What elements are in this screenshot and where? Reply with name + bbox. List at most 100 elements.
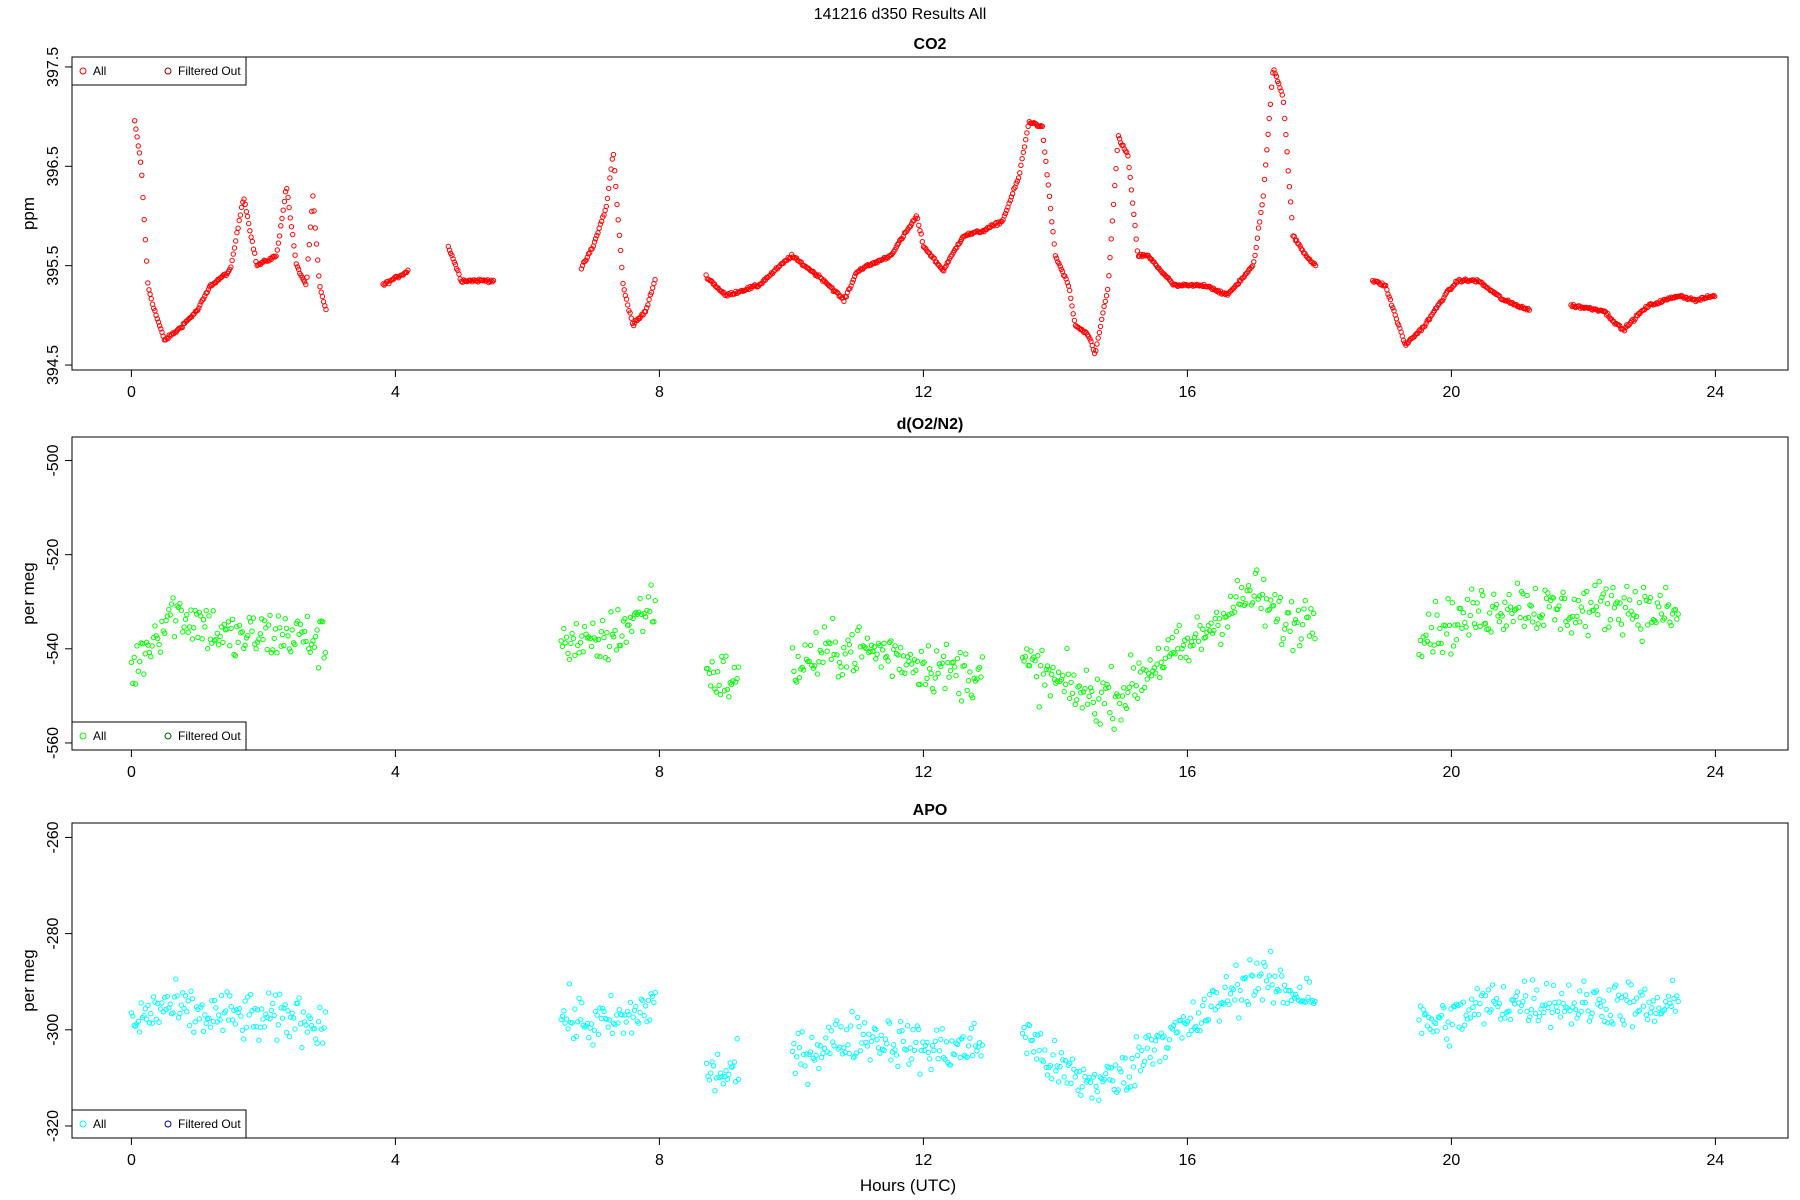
data-point — [1255, 225, 1262, 231]
data-point — [1438, 640, 1444, 647]
data-point — [1674, 993, 1680, 999]
data-point — [947, 667, 954, 674]
data-point — [237, 212, 244, 218]
data-point — [1464, 596, 1471, 603]
data-point — [1422, 323, 1428, 329]
data-point — [232, 653, 239, 659]
data-point — [138, 1000, 144, 1006]
data-point — [720, 1081, 726, 1087]
data-point — [1311, 610, 1317, 616]
data-point — [1089, 1095, 1095, 1101]
data-point — [909, 1056, 915, 1062]
data-point — [597, 221, 604, 227]
data-point — [1428, 1016, 1435, 1022]
data-point — [1150, 1061, 1156, 1067]
data-point — [256, 1037, 262, 1043]
data-point — [1639, 638, 1645, 644]
data-point — [1176, 622, 1182, 629]
data-point — [1021, 144, 1028, 150]
data-point — [719, 1074, 725, 1080]
data-point — [1430, 649, 1436, 655]
data-point — [186, 624, 193, 630]
data-point — [566, 656, 573, 663]
data-point — [647, 608, 653, 615]
data-point — [1125, 153, 1131, 159]
data-point — [1113, 165, 1119, 172]
data-point — [582, 258, 588, 264]
data-point — [1586, 609, 1593, 615]
data-point — [1074, 697, 1080, 703]
data-point — [886, 639, 893, 646]
data-point — [1449, 600, 1456, 606]
y-tick-label: -320 — [45, 1110, 62, 1142]
data-point — [1032, 1031, 1038, 1038]
data-point — [242, 998, 248, 1004]
data-point — [1097, 323, 1104, 330]
data-point — [645, 302, 651, 308]
data-point — [893, 1052, 900, 1058]
data-point — [638, 996, 645, 1002]
data-point — [315, 1019, 322, 1025]
data-point — [851, 273, 858, 280]
data-point — [1510, 618, 1516, 625]
data-point — [1095, 335, 1101, 341]
data-point — [1535, 621, 1541, 627]
data-point — [629, 1030, 635, 1036]
data-point — [1124, 149, 1130, 156]
data-point — [1556, 603, 1562, 609]
data-point — [1110, 716, 1116, 722]
data-points — [128, 948, 1681, 1103]
data-point — [241, 196, 247, 202]
data-point — [588, 1021, 595, 1027]
data-point — [1621, 1021, 1627, 1028]
data-point — [1205, 1017, 1212, 1023]
data-point — [816, 1065, 822, 1072]
data-point — [1297, 643, 1303, 649]
data-point — [1500, 984, 1507, 990]
data-point — [630, 615, 636, 622]
data-point — [1024, 1050, 1030, 1057]
data-point — [848, 649, 854, 655]
data-point — [1134, 248, 1141, 254]
data-point — [1396, 322, 1402, 328]
data-point — [1536, 613, 1543, 620]
data-point — [1642, 986, 1648, 992]
data-point — [888, 1057, 894, 1063]
data-point — [943, 641, 950, 647]
data-point — [1606, 624, 1612, 630]
data-point — [143, 258, 150, 264]
legend-label: Filtered Out — [178, 64, 241, 78]
data-point — [1171, 649, 1177, 656]
data-point — [619, 1012, 625, 1018]
data-point — [272, 254, 278, 260]
data-point — [1663, 584, 1669, 591]
data-point — [1165, 1045, 1171, 1051]
data-point — [958, 698, 965, 704]
data-point — [1390, 305, 1396, 311]
data-point — [572, 1006, 578, 1012]
data-point — [1028, 648, 1034, 654]
x-tick-label: 24 — [1707, 764, 1725, 781]
data-point — [831, 651, 837, 658]
data-point — [1507, 1016, 1514, 1023]
data-point — [1460, 610, 1467, 616]
y-axis-label: per meg — [19, 562, 38, 624]
data-point — [1288, 599, 1295, 605]
data-point — [1261, 176, 1268, 183]
legend-label: All — [93, 729, 106, 743]
data-point — [1240, 595, 1246, 602]
data-point — [855, 1014, 861, 1021]
data-point — [968, 1025, 974, 1032]
data-point — [1481, 1021, 1487, 1027]
data-point — [450, 256, 456, 262]
data-point — [285, 633, 291, 639]
data-point — [1280, 99, 1287, 106]
data-point — [1177, 1017, 1184, 1024]
data-point — [1049, 219, 1055, 225]
data-point — [724, 686, 731, 693]
data-point — [1559, 990, 1565, 997]
data-point — [1517, 1008, 1523, 1015]
data-point — [1520, 999, 1526, 1005]
data-point — [1091, 350, 1098, 357]
data-point — [1550, 595, 1557, 601]
